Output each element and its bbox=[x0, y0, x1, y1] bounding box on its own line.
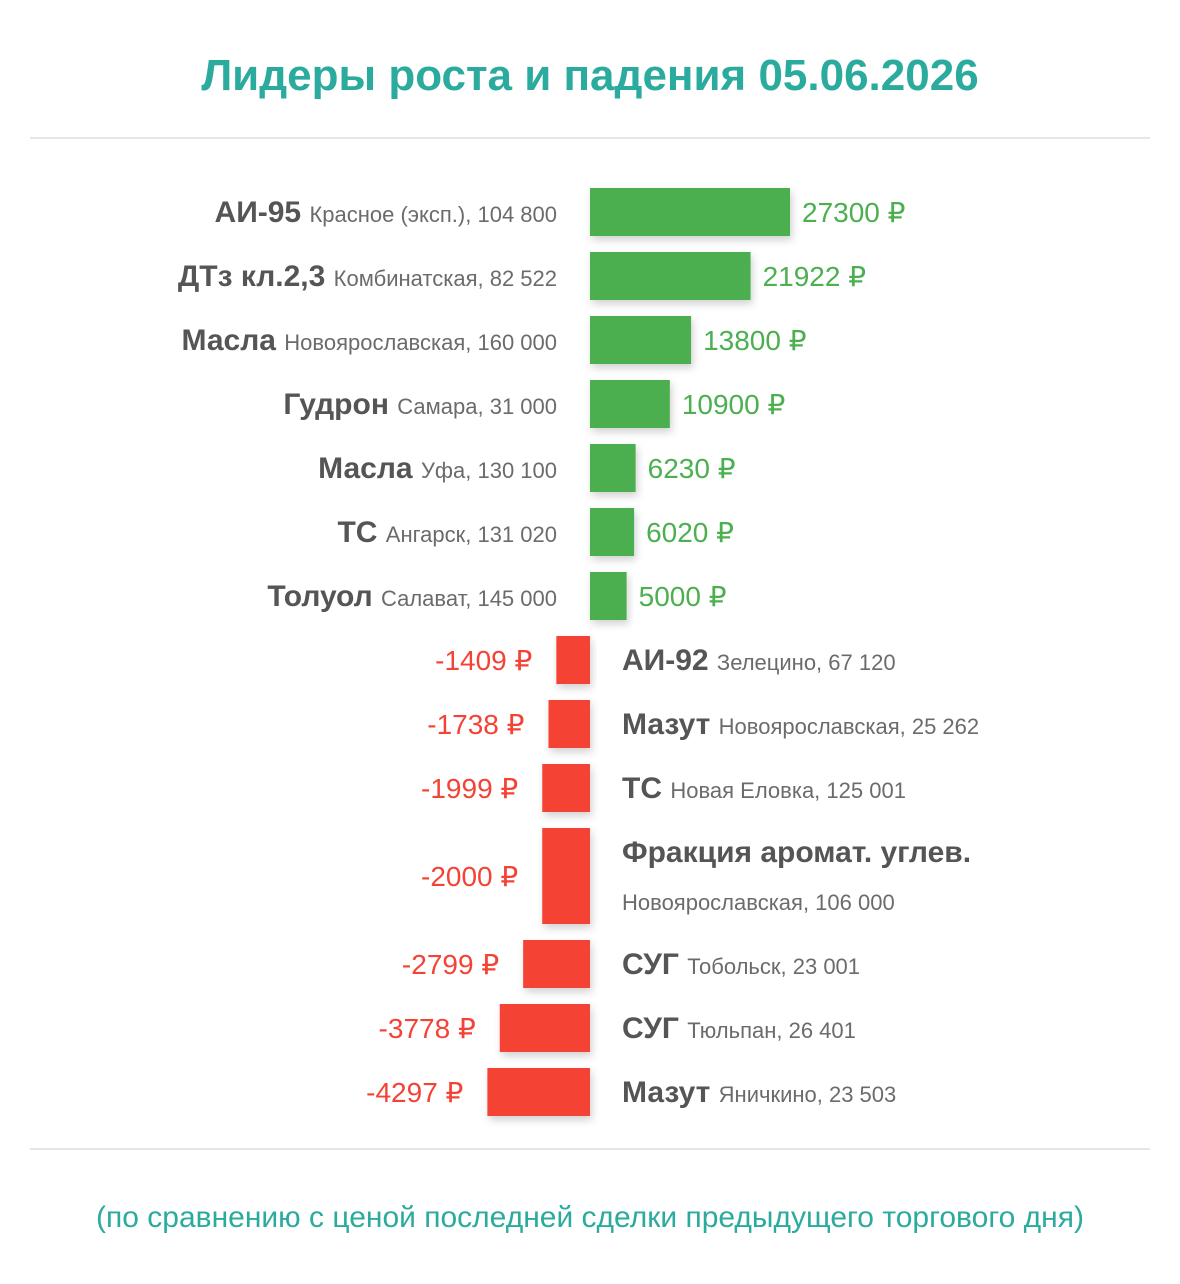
product-name: Толуол bbox=[267, 580, 381, 613]
category-label: Масла Уфа, 130 100 bbox=[318, 452, 557, 485]
category-label: СУГ Тюльпан, 26 401 bbox=[622, 1012, 856, 1045]
value-label: 10900 ₽ bbox=[682, 389, 785, 420]
place-volume: Самара, 31 000 bbox=[397, 394, 557, 419]
gain-bar bbox=[590, 444, 636, 492]
place-volume: Салават, 145 000 bbox=[381, 586, 557, 611]
bottom-divider bbox=[30, 1148, 1150, 1150]
top-divider bbox=[30, 137, 1150, 139]
value-label: -4297 ₽ bbox=[366, 1077, 463, 1108]
product-name: Мазут bbox=[622, 1076, 719, 1109]
footnote: (по сравнению с ценой последней сделки п… bbox=[96, 1201, 1084, 1234]
product-name: ТС bbox=[337, 516, 385, 549]
gain-bar bbox=[590, 252, 751, 300]
category-label: Мазут Яничкино, 23 503 bbox=[622, 1076, 896, 1109]
category-label: ТС Ангарск, 131 020 bbox=[337, 516, 557, 549]
value-label: -1738 ₽ bbox=[427, 709, 524, 740]
value-label: -2000 ₽ bbox=[421, 861, 518, 892]
product-name: Масла bbox=[181, 324, 284, 357]
product-name: Гудрон bbox=[283, 388, 397, 421]
place-volume: Тобольск, 23 001 bbox=[687, 954, 860, 979]
product-name: АИ-95 bbox=[215, 196, 310, 229]
chart-title: Лидеры роста и падения 05.06.2026 bbox=[201, 51, 979, 100]
gain-bar bbox=[590, 380, 670, 428]
loss-bar bbox=[499, 1004, 590, 1052]
value-label: -3778 ₽ bbox=[379, 1013, 476, 1044]
category-label: Толуол Салават, 145 000 bbox=[267, 580, 557, 613]
product-name: ДТз кл.2,3 bbox=[178, 260, 334, 293]
category-label: АИ-92 Зелецино, 67 120 bbox=[622, 644, 896, 677]
product-name: СУГ bbox=[622, 948, 687, 981]
product-name: Фракция аромат. углев. bbox=[622, 836, 971, 869]
product-name: Мазут bbox=[622, 708, 719, 741]
value-label: -1409 ₽ bbox=[435, 645, 532, 676]
gain-bar bbox=[590, 316, 692, 364]
product-name: СУГ bbox=[622, 1012, 687, 1045]
value-label: 6230 ₽ bbox=[648, 453, 736, 484]
category-label: СУГ Тобольск, 23 001 bbox=[622, 948, 860, 981]
value-label: 21922 ₽ bbox=[763, 261, 866, 292]
bars-group bbox=[487, 188, 790, 1116]
place-volume: Красное (эксп.), 104 800 bbox=[309, 202, 557, 227]
gain-bar bbox=[590, 188, 790, 236]
product-name: Масла bbox=[318, 452, 421, 485]
loss-bar bbox=[542, 828, 590, 924]
category-label: Гудрон Самара, 31 000 bbox=[283, 388, 557, 421]
value-label: 5000 ₽ bbox=[639, 581, 727, 612]
loss-bar bbox=[548, 700, 590, 748]
product-name: АИ-92 bbox=[622, 644, 717, 677]
product-name: ТС bbox=[622, 772, 670, 805]
place-volume: Комбинатская, 82 522 bbox=[334, 266, 557, 291]
place-volume: Новоярославская, 160 000 bbox=[284, 330, 557, 355]
gain-bar bbox=[590, 572, 627, 620]
gain-bar bbox=[590, 508, 635, 556]
place-volume: Уфа, 130 100 bbox=[421, 458, 557, 483]
place-volume: Зелецино, 67 120 bbox=[717, 650, 896, 675]
value-label: -2799 ₽ bbox=[402, 949, 499, 980]
category-label: Мазут Новоярославская, 25 262 bbox=[622, 708, 979, 741]
place-volume: Тюльпан, 26 401 bbox=[687, 1018, 856, 1043]
place-volume: Яничкино, 23 503 bbox=[719, 1082, 897, 1107]
category-label: ТС Новая Еловка, 125 001 bbox=[622, 772, 906, 805]
value-label: 13800 ₽ bbox=[703, 325, 806, 356]
place-volume: Новая Еловка, 125 001 bbox=[670, 778, 906, 803]
category-label: ДТз кл.2,3 Комбинатская, 82 522 bbox=[178, 260, 557, 293]
loss-bar bbox=[487, 1068, 590, 1116]
value-label: 6020 ₽ bbox=[646, 517, 734, 548]
loss-bar bbox=[542, 764, 590, 812]
value-label: 27300 ₽ bbox=[802, 197, 905, 228]
labels-group: 27300 ₽ АИ-95 Красное (эксп.), 104 800 219… bbox=[178, 196, 979, 1109]
place-volume: Новоярославская, 106 000 bbox=[622, 890, 895, 915]
place-volume: Новоярославская, 25 262 bbox=[719, 714, 979, 739]
category-label: АИ-95 Красное (эксп.), 104 800 bbox=[215, 196, 557, 229]
loss-bar bbox=[556, 636, 590, 684]
value-label: -1999 ₽ bbox=[421, 773, 518, 804]
place-volume: Ангарск, 131 020 bbox=[386, 522, 557, 547]
category-label: Масла Новоярославская, 160 000 bbox=[181, 324, 557, 357]
loss-bar bbox=[523, 940, 590, 988]
